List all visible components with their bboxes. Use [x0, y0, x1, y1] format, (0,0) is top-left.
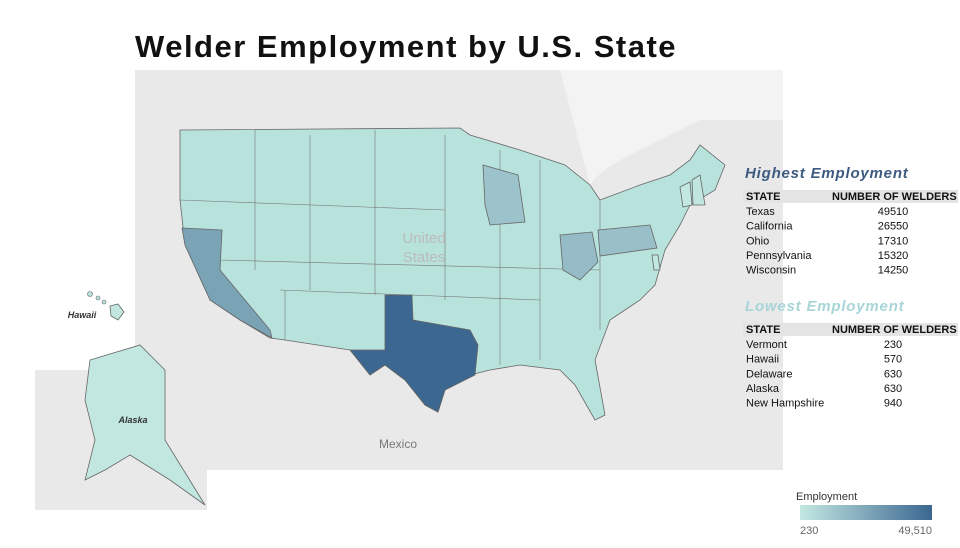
- legend-min: 230: [800, 525, 818, 537]
- state-shape: [651, 254, 661, 271]
- state-shape: [84, 344, 206, 506]
- canada: [560, 70, 783, 185]
- state-shape: [691, 174, 706, 206]
- us-outline: [179, 127, 726, 421]
- state-shape: [559, 231, 599, 281]
- table-cell: 630: [884, 383, 902, 395]
- title: Welder Employment by U.S. State: [135, 29, 677, 64]
- table-cell: 17310: [878, 235, 909, 247]
- state-label: Alaska: [117, 415, 147, 425]
- state-shape: [679, 181, 693, 208]
- hawaii-islands: [87, 291, 107, 305]
- table-cell: Texas: [746, 206, 775, 218]
- table-cell: Hawaii: [746, 354, 779, 366]
- table-cell: New Hampshire: [746, 398, 824, 410]
- country-label: Mexico: [379, 437, 417, 451]
- table-header: NUMBER OF WELDERS: [832, 324, 957, 336]
- table-title: Lowest Employment: [745, 298, 905, 315]
- legend-max: 49,510: [898, 525, 932, 537]
- table-cell: Wisconsin: [746, 265, 796, 277]
- state-shape: [109, 303, 125, 321]
- table-cell: 630: [884, 368, 902, 380]
- state-shape: [181, 227, 273, 339]
- state-shape: [349, 294, 479, 413]
- table-cell: Pennsylvania: [746, 250, 812, 262]
- table-cell: 49510: [878, 206, 909, 218]
- table-cell: Vermont: [746, 339, 787, 351]
- state-label: Hawaii: [68, 310, 97, 320]
- table-header: NUMBER OF WELDERS: [832, 191, 957, 203]
- table-header-bg: [743, 190, 958, 203]
- country-label: States: [403, 249, 446, 266]
- table-cell: 14250: [878, 265, 909, 277]
- table-cell: Ohio: [746, 235, 769, 247]
- table-cell: California: [746, 221, 793, 233]
- table-cell: Alaska: [746, 383, 780, 395]
- table-cell: 570: [884, 354, 902, 366]
- state-shape: [597, 224, 658, 257]
- legend-ramp: [800, 505, 932, 520]
- table-cell: 15320: [878, 250, 909, 262]
- country-label: United: [402, 230, 445, 247]
- table-cell: Delaware: [746, 368, 792, 380]
- table-header-bg: [743, 323, 958, 336]
- table-cell: 230: [884, 339, 902, 351]
- state-shape: [482, 164, 526, 226]
- table-header: STATE: [746, 191, 780, 203]
- table-title: Highest Employment: [745, 165, 909, 182]
- legend-title: Employment: [796, 491, 857, 503]
- table-cell: 940: [884, 398, 902, 410]
- table-cell: 26550: [878, 221, 909, 233]
- table-header: STATE: [746, 324, 780, 336]
- tables: STATE NUMBER OF WELDERS Texas 49510 Californ…: [743, 190, 958, 410]
